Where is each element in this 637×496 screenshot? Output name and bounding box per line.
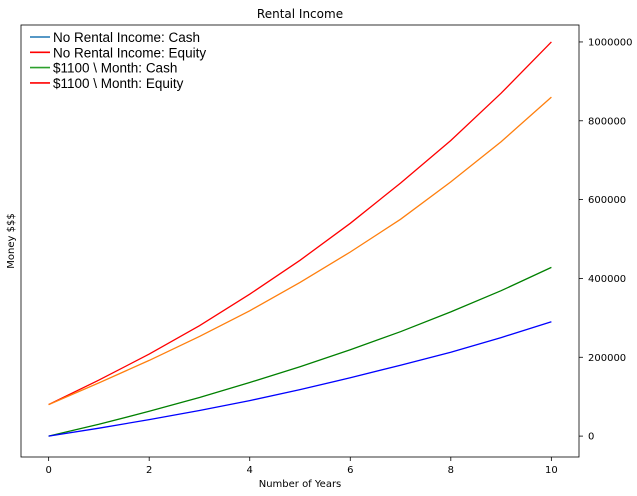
- series-line-1: [48, 41, 552, 406]
- series-lines: [48, 41, 552, 437]
- y-tick-label: 800000: [588, 116, 626, 127]
- legend-label: $1100 \ Month: Cash: [53, 61, 177, 76]
- x-tick-label: 6: [347, 465, 353, 476]
- y-tick-label: 400000: [588, 274, 626, 285]
- x-axis-label: Number of Years: [259, 479, 342, 490]
- chart-title: Rental Income: [257, 7, 343, 21]
- series-line-2: [48, 96, 552, 406]
- legend-label: No Rental Income: Equity: [53, 45, 206, 60]
- y-tick-label: 200000: [588, 353, 626, 364]
- y-tick-label: 1000000: [588, 37, 633, 48]
- legend-label: No Rental Income: Cash: [53, 30, 200, 45]
- series-line-4: [48, 321, 552, 437]
- series-line-3: [48, 266, 552, 437]
- x-tick-label: 8: [448, 465, 454, 476]
- x-axis: 0 2 4 6 8 10: [45, 457, 558, 476]
- y-tick-label: 0: [588, 432, 594, 443]
- y-axis: 0 200000 400000 600000 800000 1000000: [579, 37, 633, 443]
- x-tick-label: 10: [545, 465, 558, 476]
- legend-label: $1100 \ Month: Equity: [53, 76, 184, 91]
- y-axis-label: Money $$$: [6, 213, 17, 268]
- x-tick-label: 0: [45, 465, 51, 476]
- x-tick-label: 2: [146, 465, 152, 476]
- x-tick-label: 4: [247, 465, 253, 476]
- y-tick-label: 600000: [588, 195, 626, 206]
- plot-frame: [20, 24, 580, 458]
